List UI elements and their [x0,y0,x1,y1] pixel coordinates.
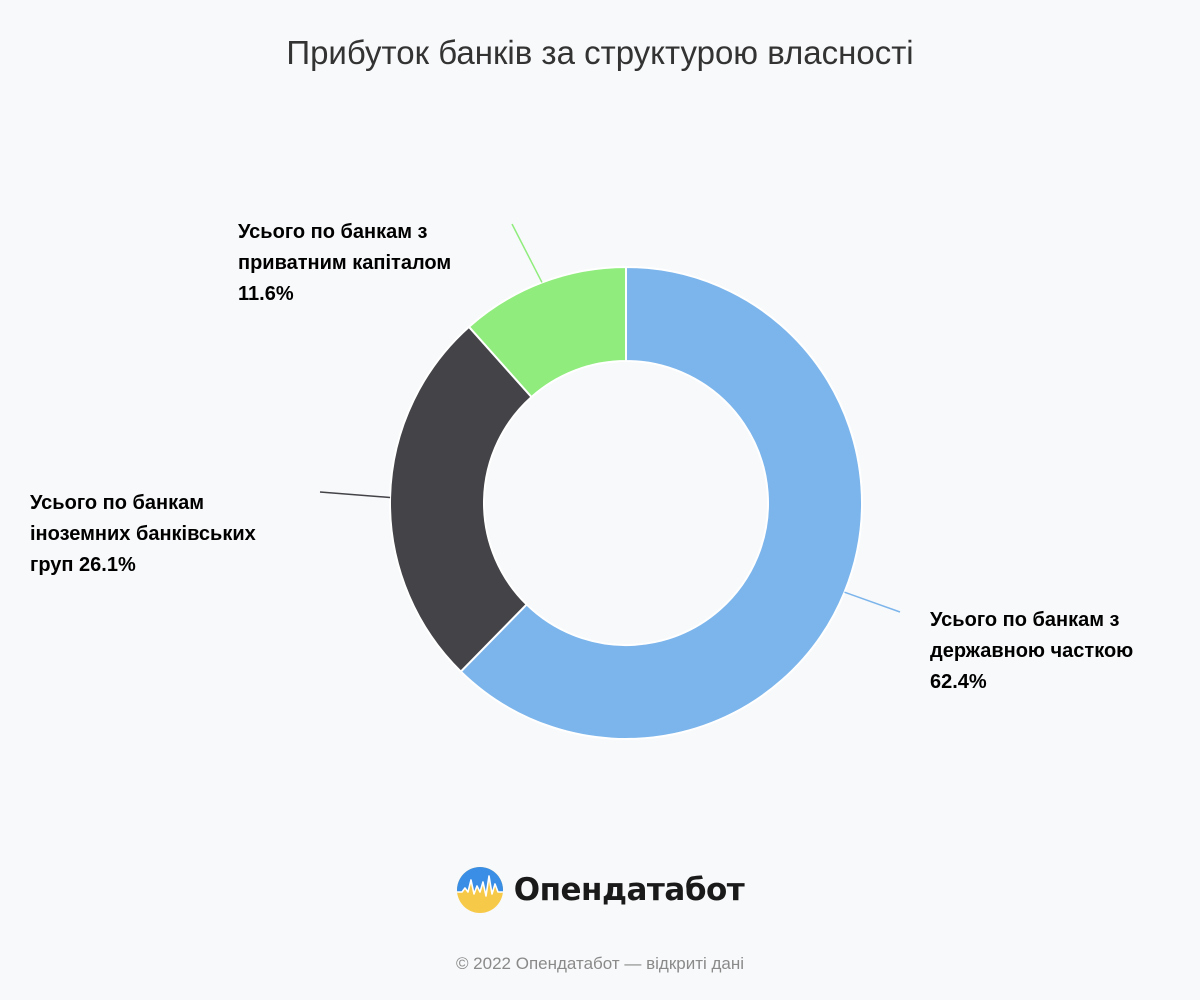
label-connector [319,491,391,499]
data-label-line: 11.6% [238,283,294,305]
data-label-line: 62.4% [930,671,987,693]
footer-copyright: © 2022 Опендатабот — відкриті дані [455,954,745,973]
data-label: Усього по банкам з державною часткою 62.4% [930,609,1133,693]
brand-name: Опендатабот [513,872,745,908]
slices-layer [389,266,863,740]
data-label-line: державною часткою [930,640,1133,662]
chart-title: Прибуток банків за структурою власності [286,34,914,71]
label-connector [511,223,543,283]
connectors-layer [319,223,901,613]
brand: Опендатабот [0,866,1200,914]
donut-slice[interactable] [467,266,627,399]
labels-layer: Усього по банкам з державною часткою 62.4%… [30,221,1133,693]
label-connector [844,591,901,613]
data-label-line: груп 26.1% [30,554,136,576]
data-label-line: Усього по банкам з [238,221,428,243]
donut-slice[interactable] [459,266,863,740]
data-label-line: Усього по банкам [30,492,204,514]
data-label: Усього по банкам з приватним капіталом 11.… [238,221,451,305]
data-label: Усього по банкам іноземних банківських гру… [30,492,256,576]
donut-slice[interactable] [389,325,533,673]
opendatabot-logo-icon [456,867,503,913]
data-label-line: Усього по банкам з [930,609,1120,631]
data-label-line: приватним капіталом [238,252,451,274]
data-label-line: іноземних банківських [30,523,256,545]
